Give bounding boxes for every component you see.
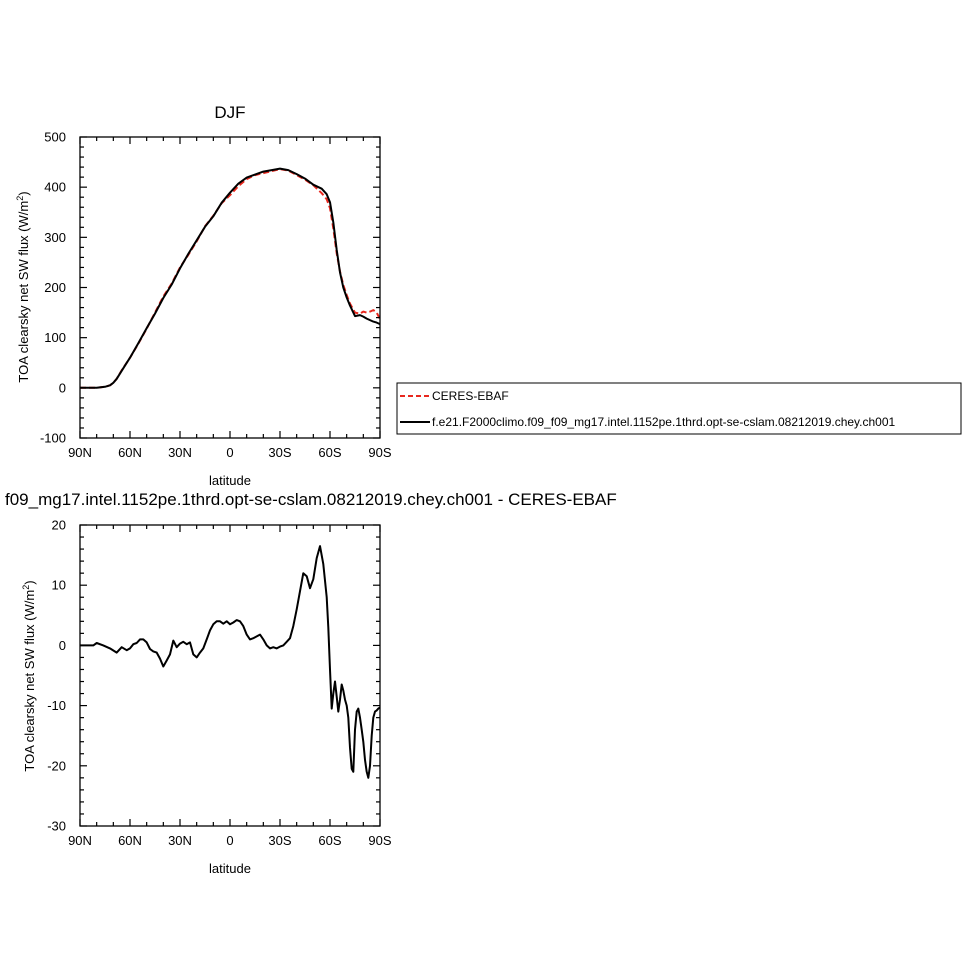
bottom-series-line-0 [80, 545, 381, 779]
top-x-axis-label: latitude [209, 473, 251, 488]
legend-box [396, 382, 962, 435]
bottom-y-axis-label: TOA clearsky net SW flux (W/m2) [21, 580, 37, 771]
top-x-tick-label: 60N [118, 445, 142, 460]
bottom-panel: f09_mg17.intel.1152pe.1thrd.opt-se-cslam… [5, 490, 617, 876]
top-x-tick-label: 90S [368, 445, 391, 460]
top-x-tick-label: 60S [318, 445, 341, 460]
bottom-x-tick-label: 90S [368, 833, 391, 848]
top-axis-ticks: 90N 60N 30N 0 30S 60S 90S 500 400 300 200 100 0 -100 [40, 130, 392, 461]
bottom-y-label-main: TOA clearsky net SW flux (W/m [22, 590, 37, 772]
top-y-tick-label: 300 [44, 230, 66, 245]
top-series-line-1 [80, 167, 381, 389]
legend-label-model: f.e21.F2000climo.f09_f09_mg17.intel.1152… [432, 415, 896, 429]
legend: CERES-EBAF f.e21.F2000climo.f09_f09_mg17… [396, 382, 962, 435]
top-y-label-end: ) [16, 191, 31, 195]
bottom-y-tick-label: 0 [59, 638, 66, 653]
bottom-x-tick-label: 90N [68, 833, 92, 848]
top-x-tick-label: 90N [68, 445, 92, 460]
top-chart-title: DJF [214, 103, 245, 122]
bottom-x-axis-label: latitude [209, 861, 251, 876]
top-y-tick-label: 400 [44, 180, 66, 195]
bottom-y-label-end: ) [22, 580, 37, 584]
top-x-tick-label: 0 [226, 445, 233, 460]
top-y-label-superscript: 2 [15, 196, 25, 201]
bottom-x-tick-label: 30S [268, 833, 291, 848]
top-y-tick-label: -100 [40, 431, 66, 446]
top-y-tick-label: 500 [44, 130, 66, 145]
top-x-tick-label: 30N [168, 445, 192, 460]
bottom-x-tick-label: 30N [168, 833, 192, 848]
top-y-axis-label: TOA clearsky net SW flux (W/m2) [15, 191, 31, 382]
top-x-tick-label: 30S [268, 445, 291, 460]
bottom-y-label-superscript: 2 [21, 585, 31, 590]
top-series-line-0 [80, 168, 381, 389]
bottom-plot-frame [79, 524, 381, 827]
top-panel: DJF 90N 60N 30N 0 30S 60S 90S 500 400 300 200 100 0 -… [15, 103, 962, 488]
top-y-tick-label: 0 [59, 380, 66, 395]
bottom-x-tick-label: 60N [118, 833, 142, 848]
top-y-label-main: TOA clearsky net SW flux (W/m [16, 201, 31, 383]
bottom-y-tick-label: -30 [47, 819, 66, 834]
bottom-x-tick-label: 60S [318, 833, 341, 848]
legend-label-ceres: CERES-EBAF [432, 389, 509, 403]
bottom-series-group [80, 545, 381, 779]
bottom-y-tick-label: -20 [47, 758, 66, 773]
bottom-y-tick-label: 20 [52, 518, 66, 533]
top-y-tick-label: 200 [44, 280, 66, 295]
top-y-tick-label: 100 [44, 330, 66, 345]
bottom-axis-ticks: 90N 60N 30N 0 30S 60S 90S 20 10 0 -10 -20 -30 [47, 518, 392, 849]
bottom-x-tick-label: 0 [226, 833, 233, 848]
bottom-chart-title: f09_mg17.intel.1152pe.1thrd.opt-se-cslam… [5, 490, 617, 509]
top-plot-frame [79, 136, 381, 439]
bottom-y-tick-label: -10 [47, 698, 66, 713]
top-series-group [80, 167, 381, 389]
bottom-y-tick-label: 10 [52, 578, 66, 593]
